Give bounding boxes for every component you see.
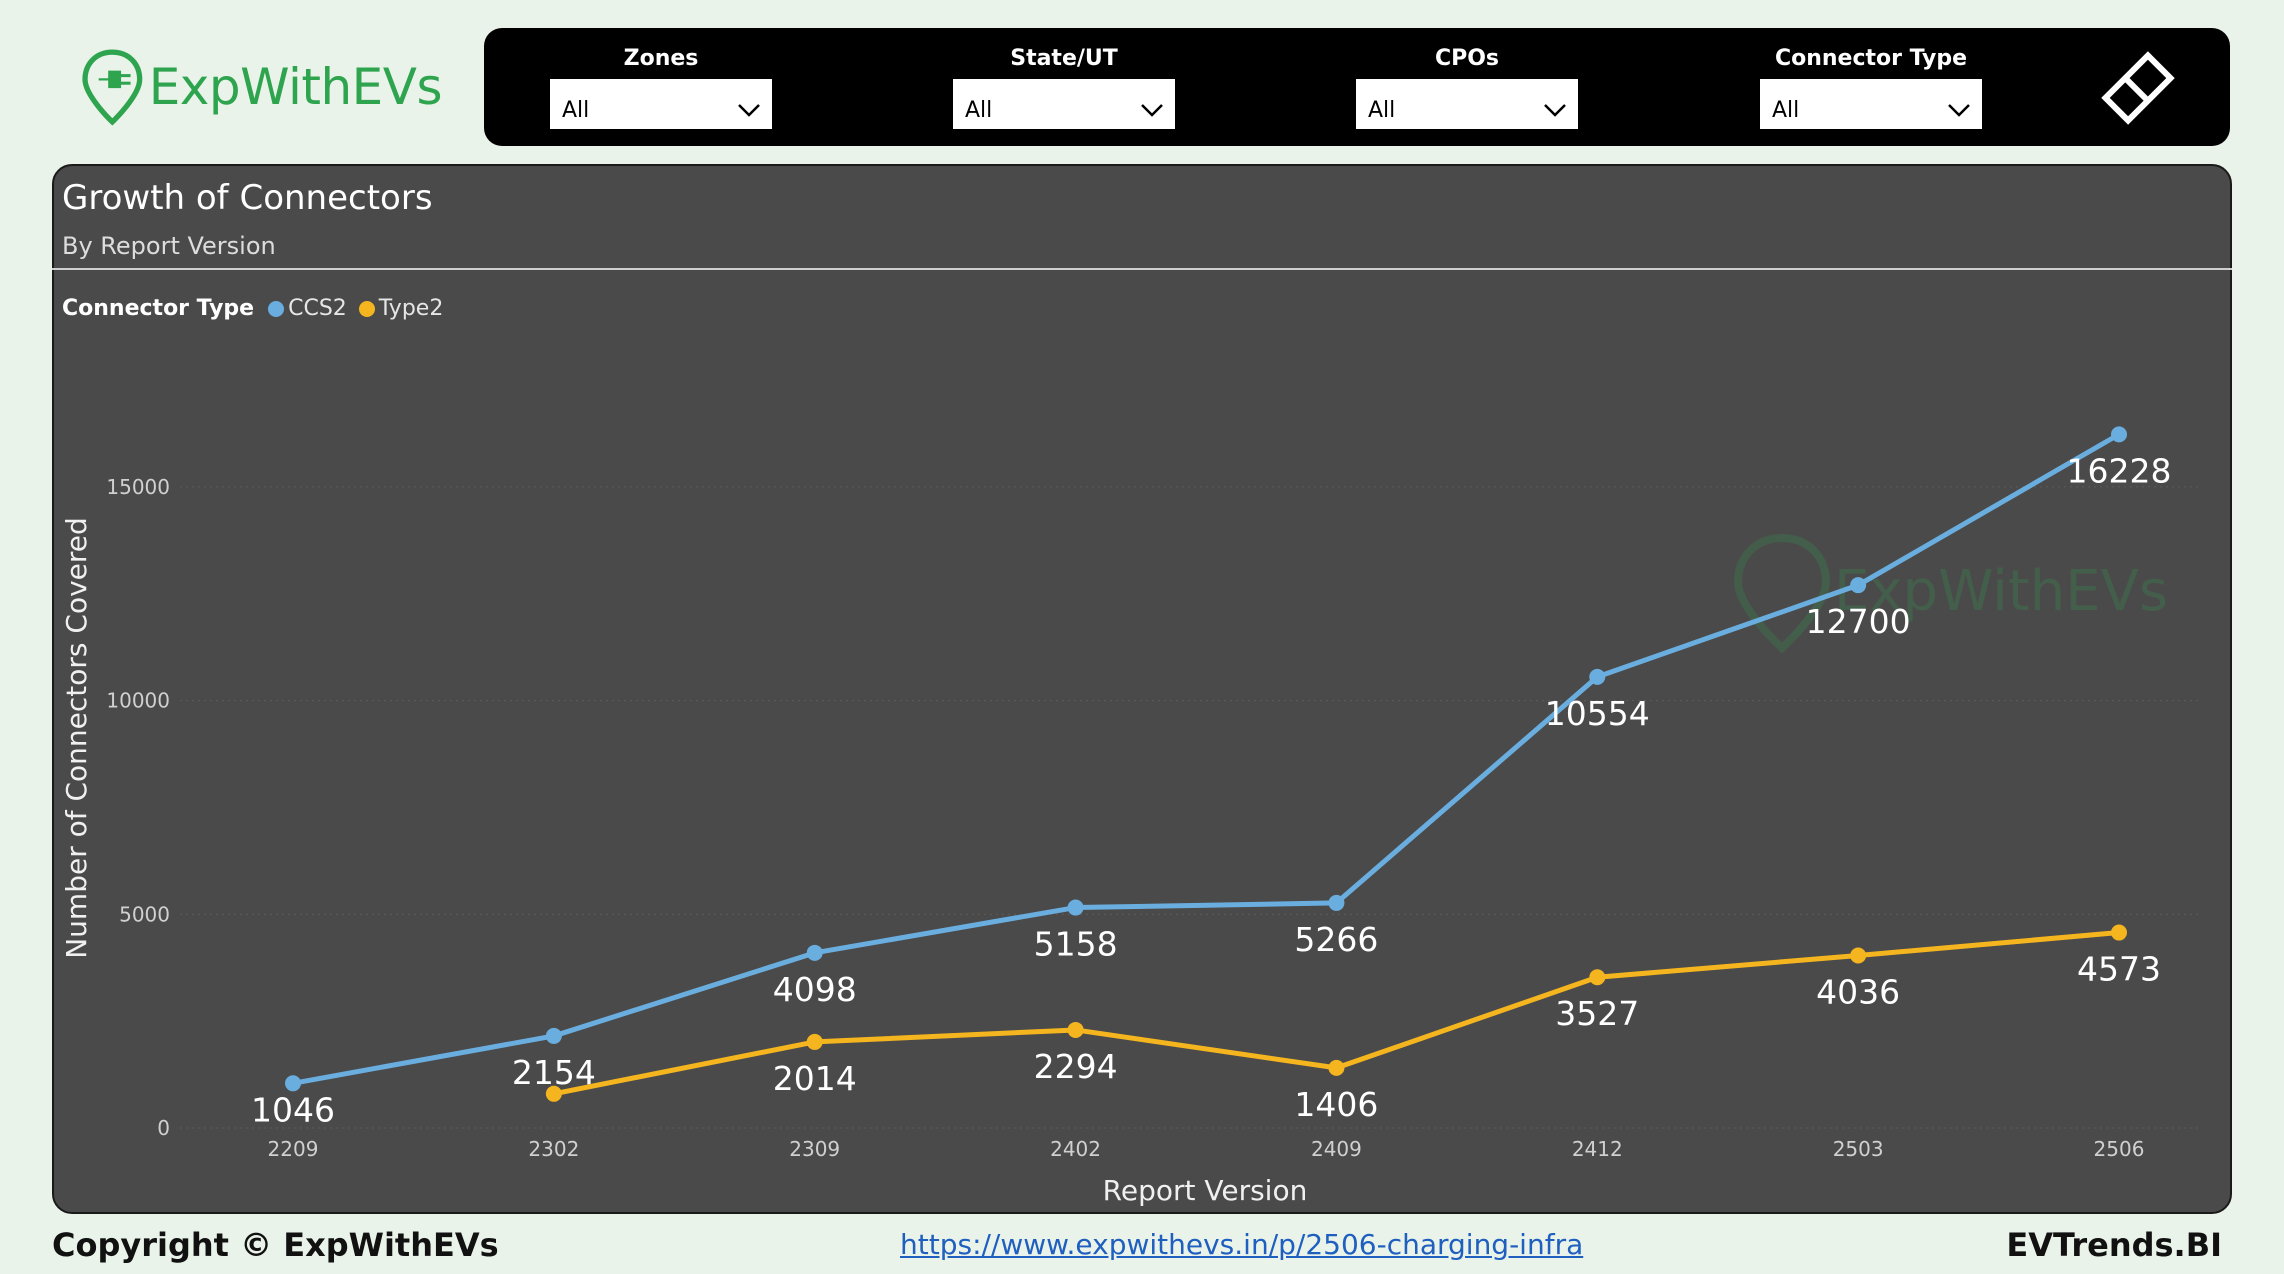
data-label-type2-2412: 3527: [1555, 994, 1639, 1033]
data-point-type2-2409: [1328, 1059, 1345, 1076]
data-point-ccs2-2506: [2111, 426, 2127, 443]
data-point-ccs2-2412: [1589, 668, 1606, 685]
x-tick-label-2309: 2309: [789, 1137, 840, 1161]
data-point-ccs2-2409: [1328, 894, 1345, 911]
data-point-ccs2-2503: [1850, 577, 1867, 594]
watermark-logo: ExpWithEVs: [1733, 533, 2168, 654]
watermark-text: ExpWithEVs: [1834, 559, 2168, 624]
footer-brand: EVTrends.BI: [2006, 1226, 2222, 1264]
filter-label-state: State/UT: [1010, 46, 1118, 71]
filter-state: State/UT All: [953, 46, 1175, 129]
series-line-ccs2: [292, 432, 2121, 1086]
data-point-type2-2503: [1850, 947, 1867, 964]
filter-cpos: CPOs All: [1356, 46, 1578, 129]
filter-connector-type: Connector Type All: [1760, 46, 1982, 129]
data-point-type2-2302: [545, 1085, 562, 1102]
data-label-ccs2-2302: 2154: [512, 1053, 596, 1092]
state-dropdown[interactable]: All: [953, 79, 1175, 129]
chart-legend: Connector Type CCS2 Type2: [62, 296, 455, 321]
data-label-type2-2409: 1406: [1294, 1085, 1378, 1124]
legend-item-type2[interactable]: Type2: [358, 296, 444, 321]
x-tick-label-2506: 2506: [2094, 1137, 2145, 1161]
data-point-ccs2-2309: [806, 944, 823, 961]
chevron-down-icon: [738, 104, 760, 117]
y-tick-label-10000: 10000: [106, 689, 170, 713]
clear-filters-eraser-icon[interactable]: [2100, 50, 2176, 126]
chart-title: Growth of Connectors: [62, 178, 433, 218]
filter-label-zones: Zones: [623, 46, 699, 71]
data-point-type2-2506: [2111, 924, 2127, 941]
ev-plug-pin-icon: [82, 49, 143, 126]
data-label-ccs2-2412: 10554: [1545, 694, 1650, 733]
logo-text: ExpWithEVs: [148, 58, 443, 116]
data-point-ccs2-2302: [545, 1027, 562, 1044]
x-tick-label-2402: 2402: [1050, 1137, 1101, 1161]
legend-dot-type2: [358, 300, 375, 317]
connector-type-selected-value: All: [1772, 98, 1800, 123]
zones-selected-value: All: [562, 98, 590, 123]
y-axis-title: Number of Connectors Covered: [60, 517, 93, 959]
data-label-type2-2309: 2014: [773, 1059, 857, 1098]
state-selected-value: All: [965, 98, 993, 123]
cpos-selected-value: All: [1368, 98, 1396, 123]
legend-item-ccs2[interactable]: CCS2: [268, 296, 347, 321]
data-label-type2-2506: 4573: [2077, 950, 2161, 989]
chart-divider: [52, 268, 2232, 270]
filter-bar: Zones All State/UT All CPOs All Connecto…: [484, 28, 2230, 146]
x-tick-label-2209: 2209: [268, 1137, 319, 1161]
copyright-text: Copyright © ExpWithEVs: [52, 1226, 499, 1264]
legend-dot-ccs2: [268, 300, 285, 317]
zones-dropdown[interactable]: All: [550, 79, 772, 129]
data-point-type2-2402: [1067, 1021, 1084, 1038]
chevron-down-icon: [1948, 104, 1970, 117]
data-point-type2-2412: [1589, 969, 1606, 986]
brand-logo: ExpWithEVs: [82, 32, 443, 142]
report-link[interactable]: https://www.expwithevs.in/p/2506-chargin…: [900, 1228, 1584, 1261]
data-point-ccs2-2402: [1067, 899, 1084, 916]
x-tick-label-2409: 2409: [1311, 1137, 1362, 1161]
data-label-ccs2-2409: 5266: [1294, 920, 1378, 959]
data-label-ccs2-2209: 1046: [251, 1090, 335, 1129]
x-tick-label-2412: 2412: [1572, 1137, 1623, 1161]
cpos-dropdown[interactable]: All: [1356, 79, 1578, 129]
chevron-down-icon: [1544, 104, 1566, 117]
legend-label-ccs2: CCS2: [288, 296, 347, 321]
y-tick-label-0: 0: [157, 1116, 170, 1140]
connector-type-dropdown[interactable]: All: [1760, 79, 1982, 129]
data-label-ccs2-2309: 4098: [773, 970, 857, 1009]
data-label-type2-2402: 2294: [1034, 1047, 1118, 1086]
y-tick-label-5000: 5000: [119, 902, 170, 926]
watermark-pin-icon: [1733, 533, 1831, 654]
data-label-type2-2503: 4036: [1816, 972, 1900, 1011]
chart-subtitle: By Report Version: [62, 232, 276, 260]
filter-label-cpos: CPOs: [1434, 46, 1500, 71]
filter-label-connector-type: Connector Type: [1774, 46, 1968, 71]
legend-label-type2: Type2: [378, 296, 444, 321]
x-tick-label-2302: 2302: [528, 1137, 579, 1161]
chevron-down-icon: [1141, 104, 1163, 117]
filter-zones: Zones All: [550, 46, 772, 129]
x-tick-label-2503: 2503: [1833, 1137, 1884, 1161]
legend-title: Connector Type: [62, 296, 255, 321]
data-point-type2-2309: [806, 1033, 823, 1050]
x-axis-title: Report Version: [1103, 1174, 1308, 1207]
y-tick-label-15000: 15000: [106, 475, 170, 499]
data-label-ccs2-2402: 5158: [1034, 925, 1118, 964]
data-label-ccs2-2503: 12700: [1806, 602, 1911, 641]
data-label-ccs2-2506: 16228: [2067, 451, 2172, 490]
data-point-ccs2-2209: [285, 1075, 301, 1092]
